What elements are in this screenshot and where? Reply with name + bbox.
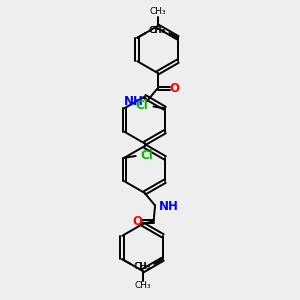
Text: CH₃: CH₃	[135, 262, 152, 271]
Text: CH₃: CH₃	[148, 26, 165, 35]
Text: Cl: Cl	[141, 149, 154, 162]
Text: O: O	[132, 214, 142, 228]
Text: CH₃: CH₃	[134, 281, 151, 290]
Text: NH: NH	[124, 95, 144, 108]
Text: NH: NH	[159, 200, 178, 213]
Text: Cl: Cl	[136, 99, 148, 112]
Text: O: O	[169, 82, 179, 95]
Text: CH₃: CH₃	[150, 26, 166, 35]
Text: CH₃: CH₃	[149, 7, 166, 16]
Text: CH₃: CH₃	[134, 262, 150, 271]
